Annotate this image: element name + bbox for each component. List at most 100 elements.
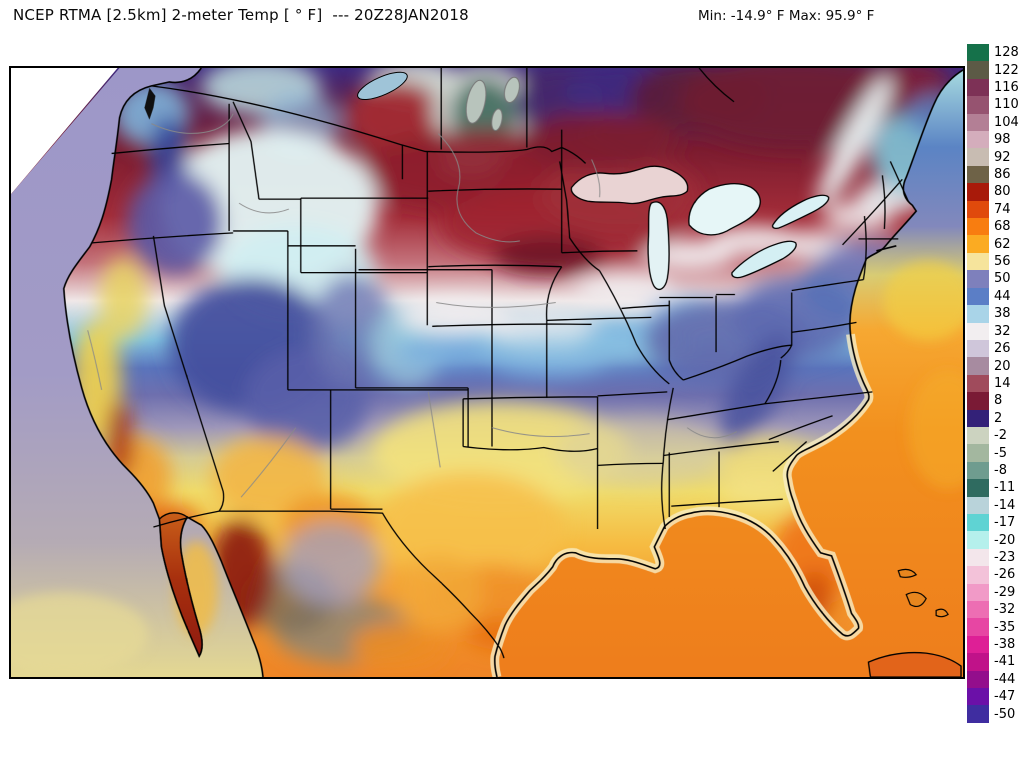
colorbar-swatch — [967, 165, 989, 184]
cuba — [867, 651, 962, 677]
colorbar-tick-label: 14 — [994, 375, 1011, 391]
colorbar-tick-label: 2 — [994, 410, 1003, 426]
colorbar-tick-label: -38 — [994, 637, 1016, 653]
colorbar-tick-label: 20 — [994, 358, 1011, 374]
colorbar-tick-label: -29 — [994, 584, 1016, 600]
colorbar-swatch — [967, 61, 989, 79]
colorbar-tick-label: 8 — [994, 393, 1003, 409]
puget-sound — [144, 87, 156, 120]
colorbar-tick-label: 26 — [994, 341, 1011, 357]
colorbar-row: 74 — [967, 200, 1019, 219]
lake-erie — [731, 240, 797, 279]
colorbar-swatch — [967, 131, 989, 149]
colorbar-swatch — [967, 270, 989, 288]
colorbar-row: -23 — [967, 548, 1019, 567]
colorbar-row: -26 — [967, 566, 1019, 584]
colorbar-swatch — [967, 183, 989, 201]
colorbar-swatch — [967, 322, 989, 340]
colorbar-swatch — [967, 200, 989, 219]
colorbar-swatch — [967, 409, 989, 427]
colorbar-tick-label: 74 — [994, 201, 1011, 217]
colorbar-tick-label: 128 — [994, 45, 1019, 61]
colorbar-swatch — [967, 513, 989, 532]
colorbar: 128 122 116 110 104 98 92 86 80 74 68 62 56 50 44 38 32 2… — [967, 44, 1019, 723]
colorbar-tick-label: -47 — [994, 689, 1016, 705]
colorbar-row: -44 — [967, 670, 1019, 689]
colorbar-swatch — [967, 392, 989, 410]
colorbar-row: -32 — [967, 601, 1019, 619]
colorbar-swatch — [967, 496, 989, 514]
colorbar-swatch — [967, 78, 989, 97]
colorbar-row: -38 — [967, 635, 1019, 654]
colorbar-tick-label: 62 — [994, 236, 1011, 252]
colorbar-row: -47 — [967, 688, 1019, 706]
bahamas — [897, 568, 949, 618]
colorbar-swatch — [967, 113, 989, 132]
colorbar-row: -14 — [967, 496, 1019, 514]
colorbar-row: 104 — [967, 113, 1019, 132]
colorbar-swatch — [967, 305, 989, 323]
colorbar-tick-label: -8 — [994, 462, 1007, 478]
colorbar-row: 8 — [967, 392, 1019, 410]
colorbar-row: 110 — [967, 96, 1019, 114]
colorbar-tick-label: -32 — [994, 602, 1016, 618]
lake-michigan — [647, 201, 670, 290]
colorbar-tick-label: -20 — [994, 532, 1016, 548]
map-frame — [9, 66, 965, 679]
colorbar-swatch — [967, 96, 989, 114]
colorbar-tick-label: -14 — [994, 497, 1016, 513]
rivers — [87, 113, 738, 498]
colorbar-row: 32 — [967, 322, 1019, 340]
colorbar-row: 14 — [967, 374, 1019, 393]
coastlines — [62, 68, 963, 677]
colorbar-row: 26 — [967, 339, 1019, 358]
map-svg — [11, 68, 963, 677]
colorbar-tick-label: 38 — [994, 306, 1011, 322]
colorbar-swatch — [967, 653, 989, 671]
colorbar-row: 20 — [967, 357, 1019, 375]
colorbar-swatch — [967, 218, 989, 236]
colorbar-swatch — [967, 252, 989, 271]
state-borders — [91, 68, 909, 659]
colorbar-row: 86 — [967, 165, 1019, 184]
colorbar-row: 50 — [967, 270, 1019, 288]
colorbar-tick-label: 86 — [994, 167, 1011, 183]
colorbar-swatch — [967, 670, 989, 689]
colorbar-tick-label: -41 — [994, 654, 1016, 670]
lake-ontario — [771, 194, 830, 229]
colorbar-swatch — [967, 339, 989, 358]
colorbar-tick-label: 56 — [994, 254, 1011, 270]
colorbar-row: 38 — [967, 305, 1019, 323]
colorbar-swatch — [967, 583, 989, 601]
colorbar-row: 128 — [967, 44, 1019, 62]
colorbar-swatch — [967, 287, 989, 306]
temperature-field-blobs — [71, 68, 962, 671]
colorbar-row: 122 — [967, 61, 1019, 79]
colorbar-row: -20 — [967, 531, 1019, 549]
colorbar-tick-label: 122 — [994, 62, 1019, 78]
colorbar-tick-label: -2 — [994, 428, 1007, 444]
lake-superior — [570, 165, 689, 205]
colorbar-swatch — [967, 705, 989, 723]
colorbar-tick-label: -35 — [994, 619, 1016, 635]
colorbar-swatch — [967, 357, 989, 375]
colorbar-swatch — [967, 461, 989, 480]
colorbar-tick-label: 32 — [994, 323, 1011, 339]
page-title: NCEP RTMA [2.5km] 2-meter Temp [ ° F] --… — [13, 6, 469, 24]
colorbar-swatch — [967, 688, 989, 706]
canadian-lakes — [465, 76, 520, 131]
colorbar-row: -17 — [967, 513, 1019, 532]
colorbar-row: -11 — [967, 479, 1019, 497]
colorbar-tick-label: 50 — [994, 271, 1011, 287]
colorbar-tick-label: 110 — [994, 97, 1019, 113]
colorbar-swatch — [967, 44, 989, 62]
colorbar-tick-label: 80 — [994, 184, 1011, 200]
colorbar-swatch — [967, 374, 989, 393]
colorbar-tick-label: 98 — [994, 132, 1011, 148]
colorbar-tick-label: -11 — [994, 480, 1016, 496]
colorbar-swatch — [967, 635, 989, 654]
colorbar-swatch — [967, 444, 989, 462]
colorbar-swatch — [967, 566, 989, 584]
colorbar-tick-label: -23 — [994, 549, 1016, 565]
colorbar-tick-label: -5 — [994, 445, 1007, 461]
